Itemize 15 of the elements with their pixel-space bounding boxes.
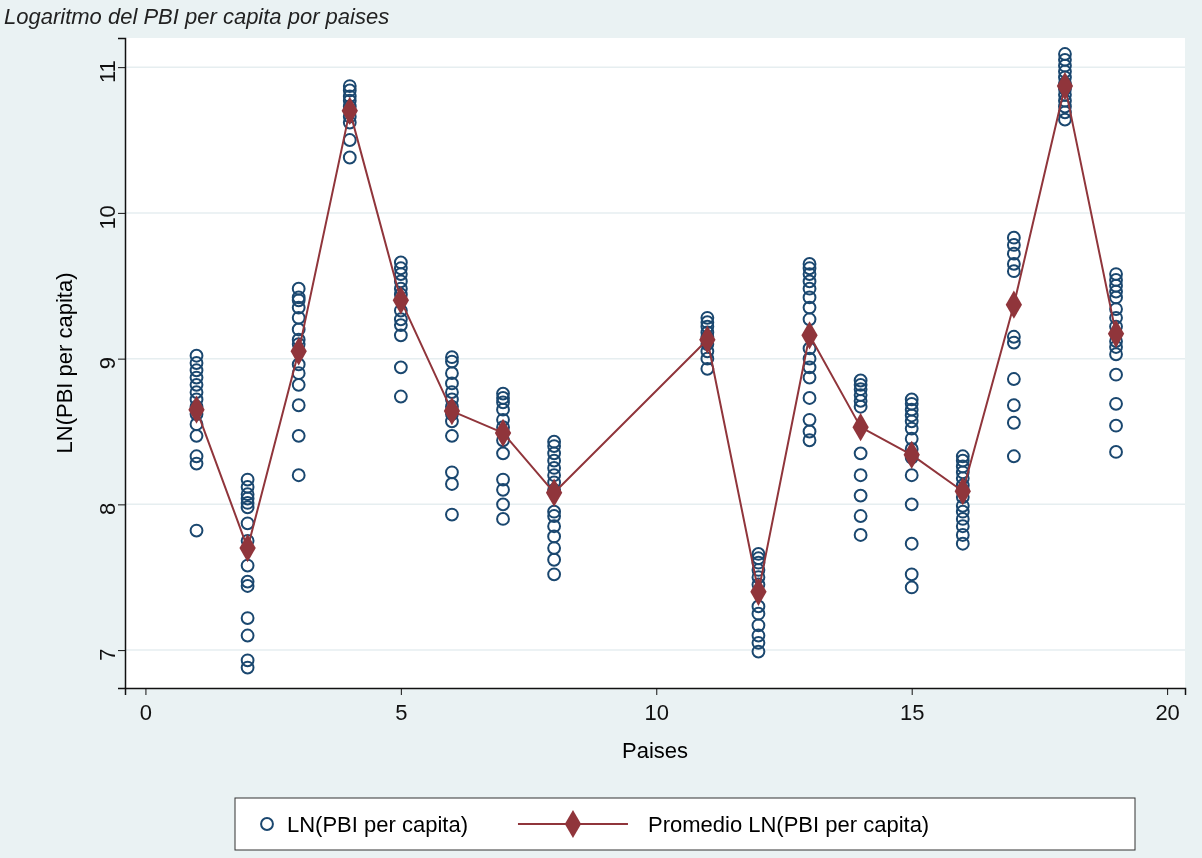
x-tick-label: 0 bbox=[139, 700, 153, 725]
x-axis-title: Paises bbox=[621, 738, 689, 763]
y-tick-label: 9 bbox=[95, 357, 120, 370]
y-tick-label: 8 bbox=[95, 502, 120, 515]
y-tick-label: 7 bbox=[95, 648, 120, 661]
y-axis-title: LN(PBI per capita) bbox=[52, 272, 77, 454]
y-tick-label: 10 bbox=[95, 205, 120, 230]
legend-label: Promedio LN(PBI per capita) bbox=[647, 812, 930, 837]
x-tick-label: 10 bbox=[644, 700, 670, 725]
x-tick-label: 15 bbox=[899, 700, 925, 725]
legend-label: LN(PBI per capita) bbox=[287, 812, 468, 837]
x-tick-label: 5 bbox=[395, 700, 408, 725]
x-tick-label: 20 bbox=[1155, 700, 1180, 725]
y-tick-label: 11 bbox=[95, 60, 120, 84]
chart-title: Logaritmo del PBI per capita por paises bbox=[4, 4, 390, 29]
